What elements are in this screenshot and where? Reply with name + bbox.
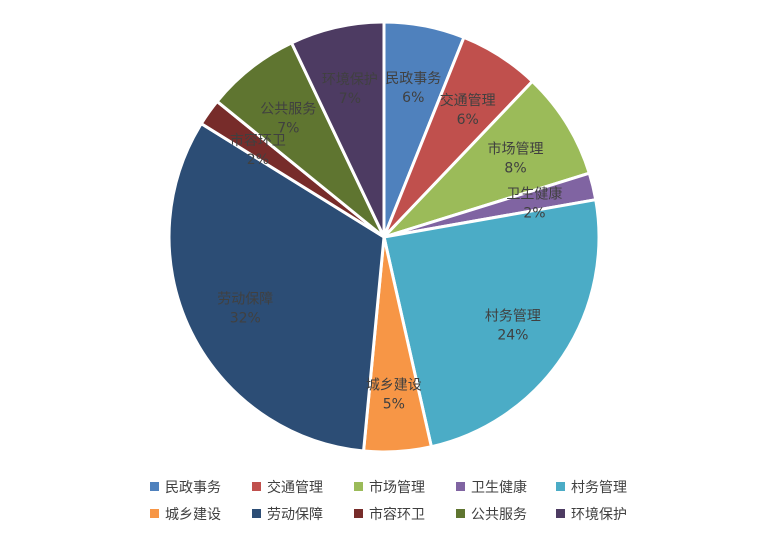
legend-label-9: 公共服务 <box>471 507 527 523</box>
data-label-category: 村务管理 <box>485 309 541 325</box>
data-label-percent: 32% <box>230 311 261 327</box>
legend-swatch-9 <box>456 509 465 518</box>
legend-label-7: 劳动保障 <box>267 507 323 523</box>
data-label-category: 民政事务 <box>385 71 441 87</box>
legend-label-1: 民政事务 <box>165 480 221 496</box>
legend-swatch-2 <box>252 482 261 491</box>
legend-label-3: 市场管理 <box>369 479 425 496</box>
data-label-percent: 7% <box>277 120 299 136</box>
data-label-category: 城乡建设 <box>366 377 422 393</box>
data-label-percent: 6% <box>402 90 424 106</box>
legend-label-6: 城乡建设 <box>165 507 221 523</box>
data-label-percent: 7% <box>339 91 361 107</box>
data-label-category: 卫生健康 <box>506 186 562 203</box>
data-label-category: 市场管理 <box>488 140 544 157</box>
pie-slice-5 <box>382 198 601 449</box>
pie-slice-3 <box>382 79 591 239</box>
data-labels: 民政事务 6% 交通管理 6% 市场管理 8% 卫生健康 2% 村务管理 24% 城乡建设 5% 劳动保… <box>217 71 562 412</box>
pie-slices <box>167 20 601 454</box>
legend-label-8: 市容环卫 <box>369 506 425 523</box>
legend-swatch-3 <box>354 482 363 491</box>
data-label-category: 公共服务 <box>260 101 316 117</box>
legend-label-10: 环境保护 <box>571 507 627 523</box>
data-label-percent: 2% <box>247 152 269 168</box>
pie-slice-7 <box>167 122 386 453</box>
data-label-category: 劳动保障 <box>217 292 273 308</box>
data-label-percent: 2% <box>523 206 545 222</box>
legend-swatch-8 <box>354 509 363 518</box>
legend-swatch-1 <box>150 482 159 491</box>
data-label-category: 环境保护 <box>322 72 378 88</box>
legend-label-4: 卫生健康 <box>471 479 527 496</box>
legend-swatch-4 <box>456 482 465 491</box>
data-label-percent: 6% <box>457 112 479 128</box>
legend-swatch-5 <box>556 482 565 491</box>
data-label-category: 交通管理 <box>440 92 496 109</box>
data-label-percent: 5% <box>383 396 405 412</box>
data-label-percent: 24% <box>497 328 528 344</box>
legend-swatch-10 <box>556 509 565 518</box>
data-label-category: 市容环卫 <box>230 132 286 149</box>
data-label-percent: 8% <box>504 160 526 176</box>
pie-slice-10 <box>290 20 386 239</box>
legend-label-5: 村务管理 <box>571 480 627 496</box>
legend-swatch-7 <box>252 509 261 518</box>
legend-label-2: 交通管理 <box>267 479 323 496</box>
legend-swatch-6 <box>150 509 159 518</box>
